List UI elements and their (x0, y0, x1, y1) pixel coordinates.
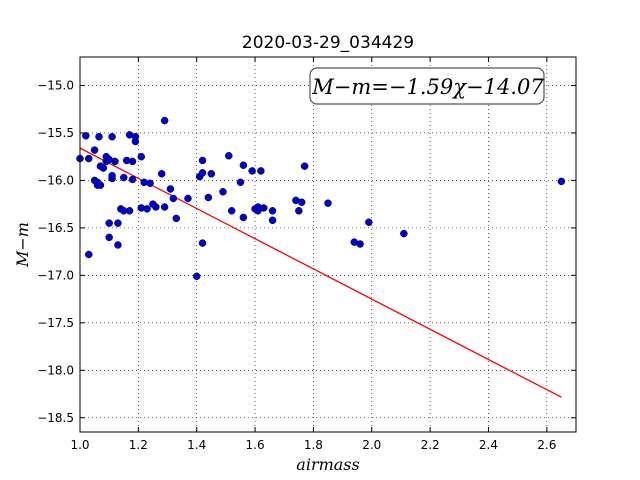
x-tick-label: 2.2 (421, 438, 440, 452)
data-point (365, 218, 373, 226)
data-point (166, 185, 175, 193)
data-point (239, 213, 248, 222)
x-tick-label: 1.2 (129, 438, 148, 452)
y-tick-label: −18.5 (37, 411, 74, 425)
data-point (128, 175, 137, 184)
y-tick-label: −16.0 (37, 173, 74, 187)
x-tick-label: 2.0 (362, 438, 381, 452)
data-point (85, 250, 93, 259)
data-point (160, 203, 169, 211)
data-point (137, 152, 146, 161)
data-point (268, 207, 277, 215)
data-point (400, 229, 408, 238)
data-point (82, 132, 90, 140)
fit-equation-frame (309, 67, 545, 105)
x-tick-label: 2.4 (479, 438, 498, 452)
data-point (257, 167, 265, 175)
data-point (152, 203, 160, 211)
data-point (96, 181, 105, 189)
data-point (219, 188, 227, 196)
data-point (248, 167, 256, 175)
data-point (108, 132, 116, 141)
data-point (90, 146, 99, 154)
data-point (204, 193, 213, 202)
x-axis-label: airmass (296, 455, 359, 474)
data-point (131, 132, 140, 141)
data-point (172, 214, 181, 223)
data-point (324, 199, 332, 207)
data-point (114, 219, 122, 227)
data-point (125, 207, 134, 215)
plot-frame (79, 56, 577, 433)
data-point (85, 154, 93, 163)
data-point (105, 233, 113, 242)
data-point (198, 169, 207, 177)
chart-title: 2020-03-29_034429 (242, 33, 414, 53)
data-point (297, 198, 306, 207)
x-tick-label: 2.6 (537, 438, 556, 452)
data-point (225, 151, 233, 160)
y-axis-label: M−m (13, 222, 32, 268)
data-point (268, 216, 277, 225)
data-point (108, 171, 116, 180)
y-tick-label: −16.5 (37, 221, 74, 235)
x-tick-label: 1.0 (70, 438, 89, 452)
data-point (295, 207, 303, 215)
data-point (169, 194, 178, 203)
data-point (146, 179, 154, 188)
data-point (192, 272, 201, 281)
data-point (260, 204, 268, 212)
data-point (184, 194, 192, 203)
plot-area (80, 57, 576, 432)
x-tick-label: 1.8 (304, 438, 323, 452)
y-tick-labels: −15.0 −15.5 −16.0 −16.5 −17.0 −17.5 −18.0 −18.5 (37, 78, 74, 424)
data-point (356, 240, 364, 248)
data-point (227, 207, 236, 215)
data-point (95, 132, 103, 141)
y-tick-label: −17.5 (37, 316, 74, 330)
data-point (557, 177, 566, 186)
fit-equation-box: M−m=−1.59χ−14.07 (309, 67, 545, 105)
data-point (236, 178, 245, 187)
data-point (198, 239, 207, 247)
data-point (207, 170, 216, 178)
data-point (128, 157, 137, 166)
scatter-points (76, 116, 566, 281)
x-tick-label: 1.6 (246, 438, 265, 452)
data-point (160, 116, 169, 125)
data-point (114, 241, 122, 249)
data-point (157, 170, 166, 178)
fit-line-layer (79, 147, 562, 398)
x-tick-labels: 1.0 1.2 1.4 1.6 1.8 2.0 2.2 2.4 2.6 (70, 438, 556, 452)
data-point (120, 173, 128, 182)
x-tick-label: 1.4 (187, 438, 206, 452)
y-tick-label: −18.0 (37, 363, 74, 377)
data-point (300, 162, 309, 170)
data-point (198, 156, 207, 165)
data-point (239, 161, 248, 169)
axis-ticks (79, 57, 576, 432)
y-tick-label: −17.0 (37, 268, 74, 282)
data-point (105, 219, 113, 227)
fit-line (79, 147, 562, 398)
y-tick-label: −15.0 (37, 78, 74, 92)
data-point (143, 205, 151, 213)
fit-equation: M−m=−1.59χ−14.07 (311, 75, 544, 99)
data-point (99, 164, 108, 172)
y-tick-label: −15.5 (37, 126, 74, 140)
data-point (111, 157, 119, 166)
